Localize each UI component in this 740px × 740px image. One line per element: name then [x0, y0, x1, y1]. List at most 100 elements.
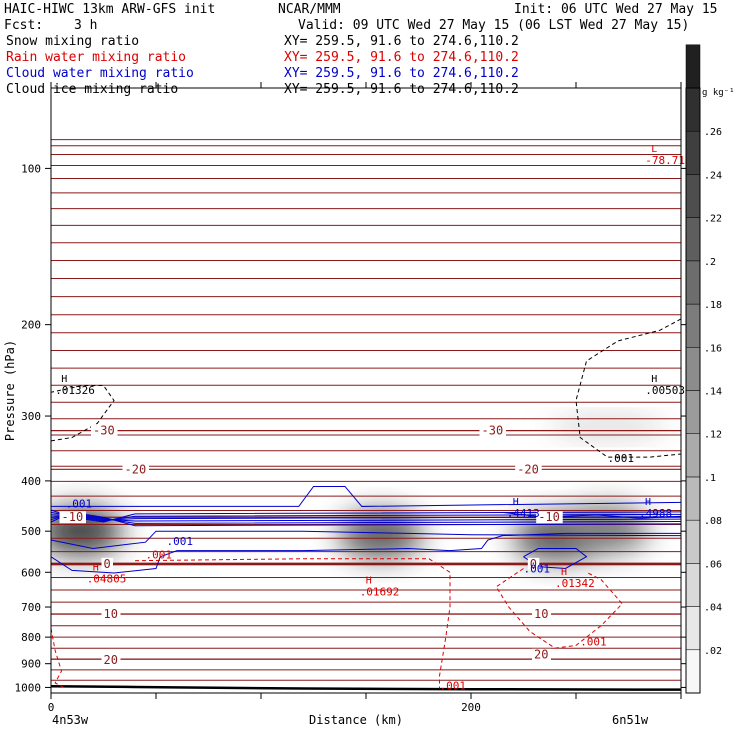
isotherm-label: -10	[62, 510, 84, 524]
rain-contour	[134, 558, 451, 689]
contour-value-label: .001	[146, 549, 173, 562]
colorbar-bin	[685, 217, 701, 262]
label-bg	[122, 463, 149, 476]
colorbar-tick-label: .2	[704, 257, 716, 268]
label-bg	[515, 463, 542, 476]
snow-contour	[51, 385, 115, 442]
ground-line	[51, 685, 681, 691]
extremum-value: .00503	[645, 384, 685, 397]
colorbar-bin	[685, 260, 701, 305]
colorbar-bin	[685, 44, 701, 89]
label-bg	[101, 608, 121, 621]
legend-snow-name: Snow mixing ratio	[6, 34, 140, 49]
x-endpoint-right: 6n51w	[612, 713, 649, 727]
colorbar-tick-label: .14	[704, 387, 722, 398]
isotherm-label: -20	[125, 462, 147, 476]
extremum-value: .4988	[639, 507, 672, 520]
legend-cloudice-name: Cloud ice mixing ratio	[6, 82, 179, 97]
label-bg	[101, 653, 121, 666]
center-name: NCAR/MMM	[278, 2, 341, 17]
label-bg	[536, 511, 563, 524]
extremum-value: .01692	[360, 585, 400, 598]
label-bg	[527, 557, 540, 570]
legend-cloudice-xy: XY= 259.5, 91.6 to 274.6,110.2	[284, 82, 519, 97]
y-tick-label: 800	[21, 631, 41, 644]
isotherm-label: -10	[538, 510, 560, 524]
y-tick-label: 600	[21, 566, 41, 579]
colorbar-tick-label: .22	[704, 214, 722, 225]
forecast-value: 3 h	[74, 18, 98, 33]
extremum-value: .4413	[507, 507, 540, 520]
colorbar-tick-label: .04	[704, 603, 722, 614]
isotherm-label: 10	[534, 607, 548, 621]
label-bg	[59, 511, 86, 524]
contour-value-label: .001	[440, 680, 467, 693]
colorbar-tick-label: .16	[704, 343, 722, 354]
isotherm-label: 0	[530, 557, 537, 571]
legend-cloudwater-name: Cloud water mixing ratio	[6, 66, 194, 81]
y-tick-label: 400	[21, 475, 41, 488]
colorbar-tick-label: .02	[704, 646, 722, 657]
extremum-marker: H	[61, 374, 67, 385]
colorbar-tick-label: .12	[704, 430, 722, 441]
shade-blob	[547, 417, 668, 438]
colorbar-bin	[685, 519, 701, 564]
colorbar-bin	[685, 303, 701, 348]
colorbar-tick-label: .08	[704, 516, 722, 527]
label-bg	[532, 648, 551, 661]
valid-time: Valid: 09 UTC Wed 27 May 15 (06 LST Wed …	[298, 18, 690, 33]
isotherm-label: 0	[104, 557, 111, 571]
isotherm-label: -30	[93, 424, 115, 438]
isotherm-label: 20	[534, 648, 548, 662]
extremum-marker: L	[651, 144, 657, 155]
y-tick-label: 700	[21, 601, 41, 614]
colorbar-tick-label: .26	[704, 127, 722, 138]
y-tick-label: 300	[21, 410, 41, 423]
colorbar-bin	[685, 606, 701, 651]
mixing-ratio-contours	[51, 318, 681, 691]
label-bg	[479, 424, 506, 437]
y-tick-label: 1000	[15, 681, 42, 694]
colorbar-tick-label: .06	[704, 559, 722, 570]
y-tick-label: 200	[21, 319, 41, 332]
isotherm-label: 10	[104, 607, 118, 621]
extremum-marker: H	[93, 563, 99, 574]
legend-snow-xy: XY= 259.5, 91.6 to 274.6,110.2	[284, 34, 519, 49]
extremum-marker: H	[561, 567, 567, 578]
colorbar-tick-label: .24	[704, 170, 722, 181]
label-bg	[101, 557, 113, 570]
contour-value-label: .001	[580, 635, 607, 648]
cloud-water-contour	[502, 511, 681, 519]
extremum-marker: H	[366, 575, 372, 586]
contour-value-label: .001	[167, 535, 194, 548]
extremum-value: -78.71	[645, 154, 685, 167]
isotherm-label: 20	[104, 653, 118, 667]
isotherm-label: -20	[517, 462, 539, 476]
colorbar-unit: g kg⁻¹	[702, 88, 735, 98]
extremum-value: .01326	[55, 384, 95, 397]
cloud-water-contour	[51, 530, 681, 550]
shading-layer	[51, 417, 668, 562]
colorbar: .02 .04 .06 .08 .1 .12 .14 .16 .18 .2 .22 .24 .26 g k…	[685, 44, 735, 694]
colorbar-bin	[685, 390, 701, 434]
rain-contour	[495, 568, 623, 649]
colorbar-bin	[685, 563, 701, 607]
extremum-value: .04805	[87, 573, 127, 586]
colorbar-tick-label: .18	[704, 300, 722, 311]
init-time: Init: 06 UTC Wed 27 May 15	[514, 2, 718, 17]
chart-title: HAIC-HIWC 13km ARW-GFS init	[4, 2, 216, 17]
colorbar-bin	[685, 174, 701, 218]
colorbar-bin	[685, 649, 701, 694]
cloud-water-contour	[51, 485, 681, 507]
y-tick-label: 500	[21, 525, 41, 538]
label-bg	[91, 424, 118, 437]
legend-cloudwater-xy: XY= 259.5, 91.6 to 274.6,110.2	[284, 66, 519, 81]
colorbar-bin	[685, 433, 701, 478]
label-bg	[532, 608, 551, 621]
colorbar-bin	[685, 476, 701, 521]
contour-value-label: .001	[608, 452, 635, 465]
colorbar-bin	[685, 130, 701, 175]
colorbar-frame	[685, 87, 701, 694]
